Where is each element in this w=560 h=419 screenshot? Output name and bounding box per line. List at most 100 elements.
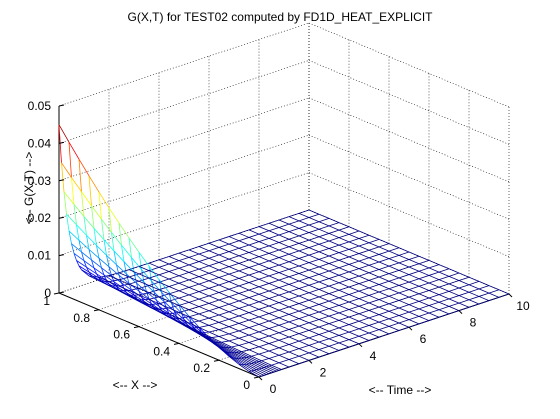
mesh-line	[468, 296, 480, 301]
mesh-line	[218, 307, 230, 313]
mesh-line	[308, 344, 320, 350]
mesh-line	[88, 271, 100, 279]
mesh-line	[228, 311, 240, 317]
mesh-line	[73, 204, 85, 217]
mesh-line	[173, 310, 185, 320]
mesh-line	[278, 272, 290, 278]
mesh-line	[388, 258, 400, 264]
mesh-line	[141, 302, 152, 309]
mesh-line	[258, 275, 270, 280]
mesh-line	[258, 346, 270, 352]
mesh-line	[278, 309, 290, 315]
mesh-line	[298, 258, 310, 264]
mesh-line	[388, 310, 400, 316]
mesh-line	[298, 314, 310, 319]
mesh-line	[308, 334, 320, 339]
mesh-line	[368, 246, 380, 251]
mesh-line	[338, 237, 350, 243]
mesh-line	[378, 246, 390, 252]
mesh-line	[218, 251, 230, 256]
mesh-line	[168, 297, 180, 302]
mesh-line	[178, 249, 190, 254]
mesh-line	[138, 298, 150, 301]
mesh-line	[318, 233, 330, 238]
mesh-line	[268, 298, 280, 304]
mesh-line	[318, 218, 330, 223]
mesh-line	[228, 281, 240, 287]
mesh-line	[438, 306, 450, 311]
mesh-line	[81, 191, 85, 217]
mesh-line	[248, 289, 260, 295]
mesh-line	[298, 243, 310, 248]
mesh-line	[388, 295, 400, 301]
mesh-line	[218, 269, 230, 275]
mesh-line	[188, 306, 200, 311]
mesh-line	[278, 306, 290, 311]
mesh-line	[348, 320, 360, 325]
mesh-line	[278, 344, 290, 349]
mesh-line	[408, 281, 420, 287]
mesh-line	[338, 301, 350, 306]
mesh-line	[178, 267, 190, 273]
mesh-line	[388, 285, 400, 290]
mesh-line	[248, 278, 260, 283]
mesh-line	[438, 309, 450, 315]
mesh-line	[238, 315, 250, 321]
mesh-line	[248, 248, 260, 253]
mesh-line	[388, 300, 400, 305]
mesh-line	[248, 356, 260, 362]
mesh-line	[378, 318, 390, 323]
mesh-line	[378, 310, 390, 315]
x-tick-label: 0.8	[73, 311, 90, 325]
z-tick-label: 0	[44, 286, 51, 300]
mesh-line	[288, 250, 300, 255]
mesh-line	[378, 265, 390, 270]
mesh-line	[278, 234, 290, 240]
mesh-line	[61, 162, 65, 192]
mesh-line	[148, 277, 160, 283]
mesh-line	[368, 291, 380, 296]
mesh-line	[388, 307, 400, 312]
mesh-line	[388, 254, 400, 260]
mesh-line	[173, 310, 177, 317]
mesh-line	[226, 347, 237, 353]
mesh-line	[248, 237, 260, 243]
mesh-line	[338, 331, 350, 336]
mesh-line	[228, 277, 240, 283]
mesh-line	[58, 124, 62, 163]
mesh-line	[378, 239, 390, 244]
mesh-line	[398, 319, 410, 324]
z-tick-label: 0.01	[28, 249, 52, 263]
mesh-line	[248, 323, 260, 329]
mesh-line	[68, 230, 72, 244]
mesh-line	[468, 303, 480, 308]
mesh-line	[158, 266, 170, 272]
mesh-line	[198, 327, 210, 333]
mesh-line	[298, 247, 310, 252]
mesh-line	[138, 266, 150, 271]
mesh-line	[378, 284, 390, 290]
mesh-line	[91, 259, 95, 269]
mesh-line	[258, 233, 270, 239]
mesh-line	[238, 247, 250, 253]
mesh-line	[103, 239, 115, 252]
mesh-line	[178, 275, 190, 281]
mesh-line	[458, 272, 470, 278]
mesh-line	[203, 336, 215, 343]
mesh-line	[126, 273, 130, 284]
mesh-line	[398, 262, 410, 268]
mesh-line	[418, 290, 430, 295]
mesh-line	[71, 243, 82, 253]
mesh-line	[221, 346, 232, 354]
z-tick-mark	[58, 141, 65, 144]
mesh-line	[218, 299, 230, 305]
mesh-line	[358, 234, 370, 239]
mesh-line	[308, 349, 320, 354]
mesh-line	[158, 271, 170, 276]
mesh-line	[123, 261, 127, 275]
mesh-line	[76, 260, 87, 268]
mesh-line	[218, 322, 230, 327]
mesh-line	[208, 295, 220, 301]
mesh-line	[73, 252, 85, 262]
mesh-line	[328, 229, 340, 234]
